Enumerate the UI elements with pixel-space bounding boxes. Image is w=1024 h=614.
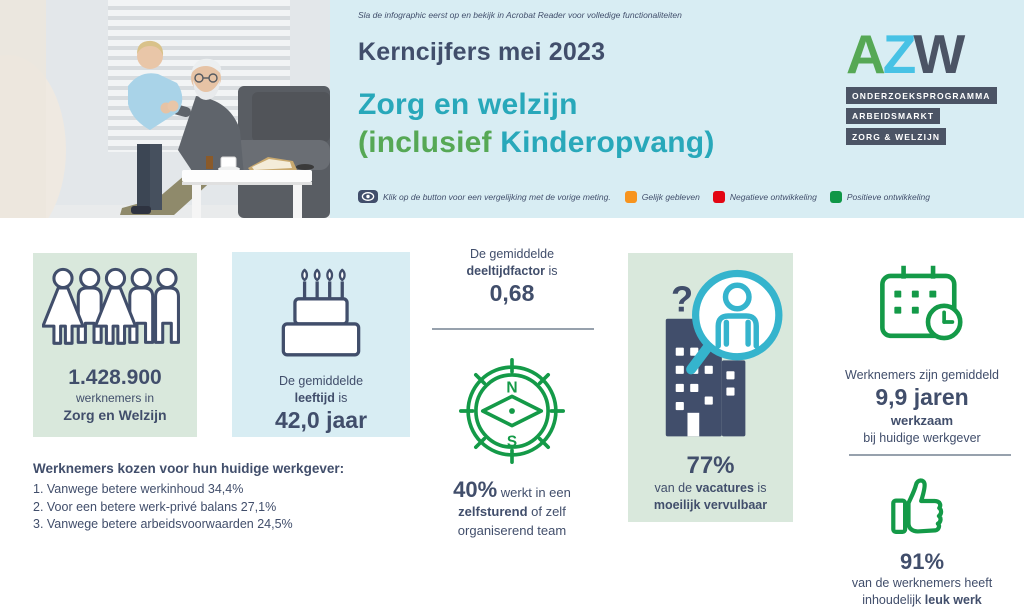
tenure-value: 9,9 jaren <box>875 383 969 410</box>
tenure-werkzaam: werkzaam <box>890 412 954 428</box>
vacancies-line3: moeilijk vervulbaar <box>653 498 768 513</box>
hero-photo-caregiver-elderly <box>0 0 330 218</box>
thumbs-up-icon <box>891 478 944 534</box>
divider <box>849 454 1011 456</box>
legend-intro: Klik op de button voor een vergelijking … <box>383 191 611 202</box>
vacancies-pct: 77% <box>686 452 735 480</box>
people-group-icon <box>41 267 180 345</box>
page-subtitle: Zorg en welzijn (inclusief Kinderopvang) <box>358 86 715 162</box>
legend-label: Positieve ontwikkeling <box>846 191 930 202</box>
azw-logo-tags: ONDERZOEKSPROGRAMMA ARBEIDSMARKT ZORG & … <box>846 87 1004 145</box>
selfsteering-team-block: N S 40% werkt in een zelfsturend of zelf… <box>424 350 600 540</box>
birthday-cake-icon <box>281 268 361 357</box>
team-line2: zelfsturend of zelf <box>458 504 566 519</box>
svg-text:S: S <box>507 434 517 451</box>
calendar-clock-icon <box>880 265 963 341</box>
legend-item-positive: Positieve ontwikkeling <box>829 190 930 203</box>
reason-item-1: 1. Vanwege betere werkinhoud 34,4% <box>33 482 244 496</box>
vacancies-line2: van de vacatures is <box>654 481 767 496</box>
subtitle-line1: Zorg en welzijn <box>358 88 578 121</box>
page-title: Kerncijfers mei 2023 <box>358 38 606 66</box>
panel-vacancies: ? 77% van de vacatures is moeilijk vervu… <box>628 253 793 522</box>
logo-tag-onderzoeksprogramma: ONDERZOEKSPROGRAMMA <box>846 87 997 104</box>
header-band: Sla de infographic eerst op en bekijk in… <box>330 0 1024 218</box>
logo-letter-z: Z <box>882 23 917 85</box>
employer-reasons: Werknemers kozen voor hun huidige werkge… <box>33 461 463 534</box>
eye-icon <box>361 192 375 201</box>
logo-letter-w: W <box>913 23 965 85</box>
green-swatch-icon <box>829 190 842 203</box>
satisfaction-pct: 91% <box>899 549 945 575</box>
svg-text:N: N <box>506 380 517 397</box>
compass-icon: N S <box>459 358 565 465</box>
subtitle-kinderopvang: Kinderopvang) <box>491 126 715 159</box>
parttime-line2: deeltijdfactor is <box>466 264 558 278</box>
legend-label: Negatieve ontwikkeling <box>729 191 817 202</box>
parttime-line1: De gemiddelde <box>469 247 555 261</box>
workers-sector: Zorg en Welzijn <box>63 407 167 424</box>
acrobat-note: Sla de infographic eerst op en bekijk in… <box>358 10 682 20</box>
age-line2: leeftijd is <box>294 390 348 405</box>
reasons-title: Werknemers kozen voor hun huidige werkge… <box>33 461 345 476</box>
parttime-value: 0,68 <box>489 280 535 306</box>
red-swatch-icon <box>712 190 725 203</box>
subtitle-inclusief: (inclusief <box>358 126 492 159</box>
building-magnifier-icon: ? <box>665 269 782 437</box>
age-value: 42,0 jaar <box>274 406 368 433</box>
satisfaction-line2: van de werknemers heeft <box>851 576 993 591</box>
team-line1: 40% werkt in een <box>453 477 571 502</box>
legend-item-equal: Gelijk gebleven <box>624 190 700 203</box>
svg-text:?: ? <box>670 278 692 319</box>
tenure-line4: bij huidige werkgever <box>863 430 981 445</box>
parttime-factor-block: De gemiddelde deeltijdfactor is 0,68 <box>428 246 596 307</box>
eye-compare-button[interactable] <box>358 190 378 203</box>
panel-workers: 1.428.900 werknemers in Zorg en Welzijn <box>33 253 197 437</box>
azw-logo-letters: AZW <box>846 27 1004 82</box>
satisfaction-line3: inhoudelijk leuk werk <box>862 593 982 608</box>
tenure-block: Werknemers zijn gemiddeld 9,9 jaren werk… <box>828 255 1016 447</box>
team-line3: organiserend team <box>457 523 567 538</box>
logo-tag-arbeidsmarkt: ARBEIDSMARKT <box>846 107 941 125</box>
satisfaction-block: 91% van de werknemers heeft inhoudelijk … <box>828 466 1016 609</box>
workers-label: werknemers in <box>75 391 155 406</box>
logo-tag-zorg-welzijn: ZORG & WELZIJN <box>846 128 947 145</box>
age-line1: De gemiddelde <box>278 373 364 388</box>
divider <box>432 328 594 330</box>
workers-count: 1.428.900 <box>68 366 162 390</box>
tenure-line1: Werknemers zijn gemiddeld <box>845 367 999 382</box>
panel-average-age: De gemiddelde leeftijd is 42,0 jaar <box>232 252 410 437</box>
orange-swatch-icon <box>624 190 637 203</box>
legend-label: Gelijk gebleven <box>641 191 700 202</box>
azw-logo: AZW ONDERZOEKSPROGRAMMA ARBEIDSMARKT ZOR… <box>846 27 1004 149</box>
logo-letter-a: A <box>846 23 886 85</box>
reason-item-3: 3. Vanwege betere arbeidsvoorwaarden 24,… <box>33 517 293 531</box>
legend: Klik op de button voor een vergelijking … <box>358 190 943 203</box>
legend-item-negative: Negatieve ontwikkeling <box>712 190 817 203</box>
reason-item-2: 2. Voor een betere werk-privé balans 27,… <box>33 499 277 514</box>
